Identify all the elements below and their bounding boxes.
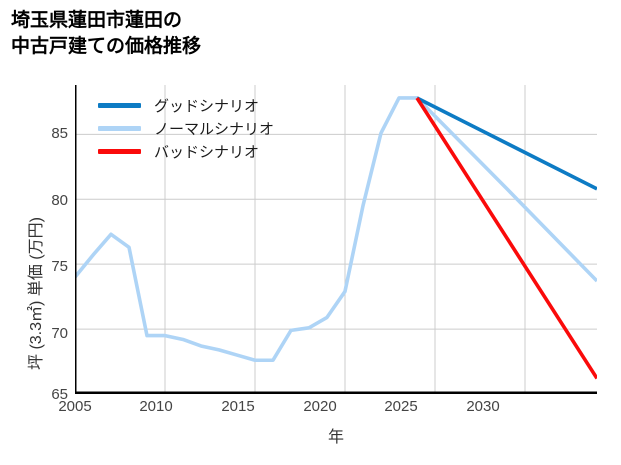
series-line-bad	[415, 97, 597, 380]
y-tick-80: 80	[51, 192, 68, 209]
legend-item-normal: ノーマルシナリオ	[98, 118, 308, 141]
legend-swatch-normal	[98, 126, 141, 131]
y-tick-75: 75	[51, 258, 68, 275]
chart-svg	[75, 85, 597, 394]
chart-title-line1: 埼玉県蓮田市蓮田の	[11, 10, 183, 31]
legend-label-normal: ノーマルシナリオ	[154, 121, 275, 138]
legend-label-bad: バッドシナリオ	[154, 144, 260, 161]
x-tick-2010: 2010	[139, 398, 173, 415]
x-axis-label: 年	[327, 429, 344, 446]
legend-label-good: グッドシナリオ	[154, 98, 260, 115]
x-tick-2030: 2030	[466, 398, 500, 415]
y-tick-65: 65	[51, 386, 68, 403]
series-line-normal	[75, 96, 597, 363]
legend-item-good: グッドシナリオ	[98, 95, 308, 118]
chart-title-line2: 中古戸建ての価格推移	[11, 36, 202, 57]
x-tick-2015: 2015	[221, 398, 255, 415]
x-tick-2025: 2025	[384, 398, 418, 415]
y-tick-85: 85	[51, 125, 68, 142]
legend-item-bad: バッドシナリオ	[98, 141, 308, 164]
plot-area	[75, 85, 597, 394]
x-tick-2020: 2020	[303, 398, 337, 415]
legend-swatch-good	[98, 103, 141, 108]
series-line-good	[416, 96, 597, 191]
legend-swatch-bad	[98, 149, 141, 154]
y-axis-label: 坪 (3.3㎡) 単価 (万円)	[28, 217, 45, 370]
y-tick-70: 70	[51, 325, 68, 342]
chart-legend: グッドシナリオ ノーマルシナリオ バッドシナリオ	[98, 95, 308, 164]
x-tick-2005: 2005	[58, 398, 92, 415]
